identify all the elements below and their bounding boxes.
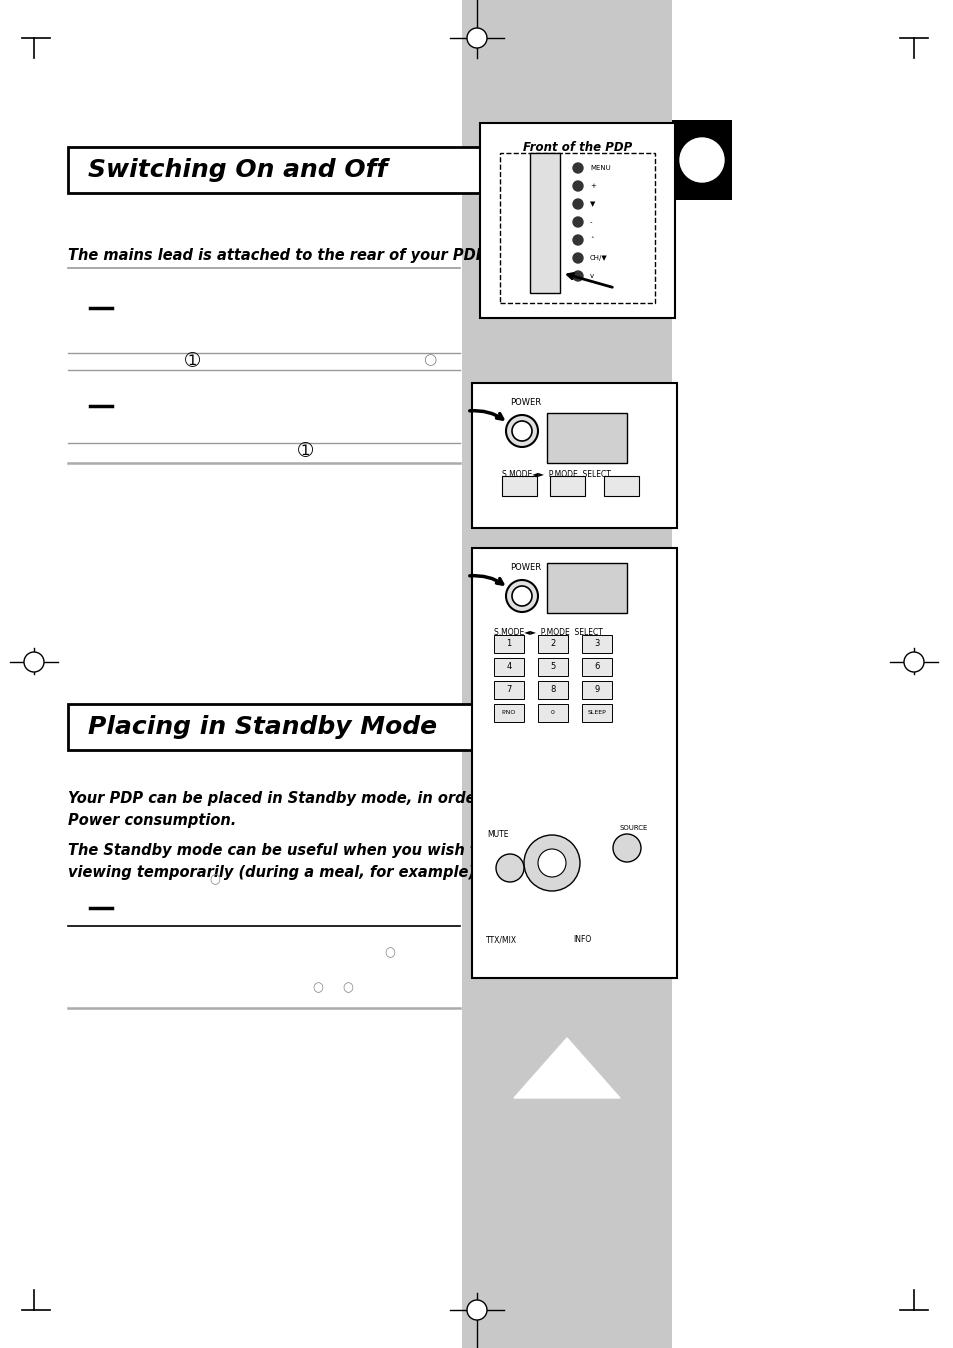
Bar bbox=[499, 154, 655, 303]
Text: ➀: ➀ bbox=[184, 350, 199, 369]
Text: ˆ: ˆ bbox=[589, 237, 593, 243]
Circle shape bbox=[512, 421, 532, 441]
Circle shape bbox=[505, 415, 537, 448]
Circle shape bbox=[679, 137, 723, 182]
Circle shape bbox=[573, 217, 582, 226]
Bar bbox=[537, 635, 567, 652]
Bar bbox=[537, 704, 567, 723]
Circle shape bbox=[24, 652, 44, 673]
Circle shape bbox=[613, 834, 640, 861]
Text: 6: 6 bbox=[594, 662, 599, 671]
Bar bbox=[494, 681, 523, 700]
Circle shape bbox=[573, 181, 582, 191]
Text: ▼: ▼ bbox=[589, 201, 595, 208]
Text: 8: 8 bbox=[550, 686, 555, 694]
Text: The Standby mode can be useful when you wish to interrupt
viewing temporarily (d: The Standby mode can be useful when you … bbox=[68, 842, 566, 880]
Circle shape bbox=[467, 1299, 486, 1320]
Text: The mains lead is attached to the rear of your PDP.: The mains lead is attached to the rear o… bbox=[68, 248, 488, 263]
Circle shape bbox=[573, 163, 582, 173]
Text: ○: ○ bbox=[384, 946, 395, 960]
Circle shape bbox=[496, 855, 523, 882]
Bar bbox=[581, 658, 612, 675]
Text: v: v bbox=[589, 274, 594, 279]
Bar bbox=[68, 147, 667, 193]
Bar bbox=[603, 476, 639, 496]
Text: ○: ○ bbox=[342, 981, 353, 995]
Bar bbox=[537, 681, 567, 700]
Text: MENU: MENU bbox=[589, 164, 610, 171]
Text: ○: ○ bbox=[210, 874, 220, 887]
Text: +: + bbox=[589, 183, 596, 189]
Bar bbox=[472, 383, 677, 528]
Circle shape bbox=[523, 834, 579, 891]
Bar bbox=[472, 549, 677, 979]
Text: P.NO: P.NO bbox=[501, 710, 516, 716]
Circle shape bbox=[573, 271, 582, 280]
Text: 5: 5 bbox=[550, 662, 555, 671]
Bar bbox=[479, 123, 675, 318]
Bar bbox=[581, 681, 612, 700]
Text: 0: 0 bbox=[551, 710, 555, 716]
Bar bbox=[581, 635, 612, 652]
Text: 1: 1 bbox=[506, 639, 511, 648]
Bar bbox=[530, 154, 559, 293]
Bar bbox=[550, 476, 584, 496]
Circle shape bbox=[505, 580, 537, 612]
Text: 7: 7 bbox=[506, 686, 511, 694]
Text: ○: ○ bbox=[313, 981, 323, 995]
Bar bbox=[546, 412, 626, 462]
Bar bbox=[68, 704, 667, 749]
Text: POWER: POWER bbox=[510, 563, 540, 572]
Text: 4: 4 bbox=[506, 662, 511, 671]
Bar bbox=[671, 120, 731, 200]
Text: Your PDP can be placed in Standby mode, in order to reduce the
Power consumption: Your PDP can be placed in Standby mode, … bbox=[68, 791, 598, 828]
Bar bbox=[494, 635, 523, 652]
Bar bbox=[581, 704, 612, 723]
Text: S.MODE◄►  P.MODE  SELECT: S.MODE◄► P.MODE SELECT bbox=[501, 470, 610, 479]
Text: Switching On and Off: Switching On and Off bbox=[88, 158, 387, 182]
Text: MUTE: MUTE bbox=[486, 830, 508, 840]
Circle shape bbox=[573, 200, 582, 209]
Text: Placing in Standby Mode: Placing in Standby Mode bbox=[88, 714, 436, 739]
Circle shape bbox=[573, 253, 582, 263]
Circle shape bbox=[903, 652, 923, 673]
Text: 3: 3 bbox=[594, 639, 599, 648]
Text: POWER: POWER bbox=[510, 398, 540, 407]
Text: 9: 9 bbox=[594, 686, 599, 694]
Circle shape bbox=[537, 849, 565, 878]
Circle shape bbox=[573, 235, 582, 245]
Text: SOURCE: SOURCE bbox=[619, 825, 647, 830]
Text: 2: 2 bbox=[550, 639, 555, 648]
Bar bbox=[501, 476, 537, 496]
Text: CH/▼: CH/▼ bbox=[589, 255, 607, 262]
Polygon shape bbox=[514, 1038, 619, 1099]
Bar bbox=[494, 704, 523, 723]
Text: S.MODE◄►  P.MODE  SELECT: S.MODE◄► P.MODE SELECT bbox=[494, 628, 602, 638]
Text: ○: ○ bbox=[423, 352, 436, 368]
Text: INFO: INFO bbox=[572, 936, 591, 945]
Text: ➀: ➀ bbox=[297, 441, 313, 460]
Text: -: - bbox=[589, 218, 592, 225]
Text: TTX/MIX: TTX/MIX bbox=[486, 936, 517, 945]
Text: Front of the PDP: Front of the PDP bbox=[522, 142, 632, 154]
Circle shape bbox=[467, 28, 486, 49]
Bar bbox=[537, 658, 567, 675]
Circle shape bbox=[512, 586, 532, 607]
Text: SLEEP: SLEEP bbox=[587, 710, 606, 716]
Bar bbox=[494, 658, 523, 675]
Bar bbox=[461, 0, 671, 1348]
Bar bbox=[546, 563, 626, 613]
